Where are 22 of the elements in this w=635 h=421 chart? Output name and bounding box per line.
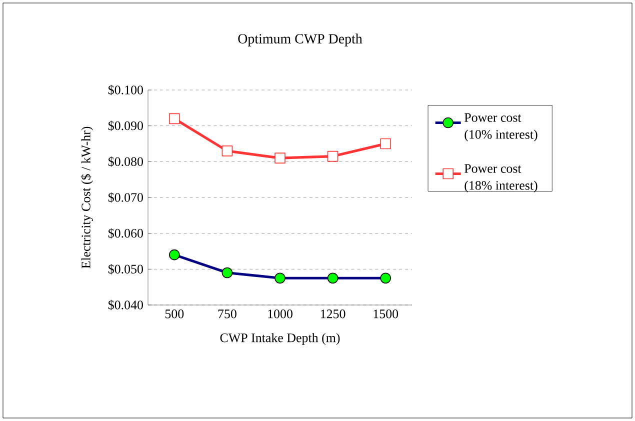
y-tick-label: $0.040 (108, 300, 143, 310)
y-tick-label: $0.080 (108, 156, 143, 167)
x-tick-label: 1500 (374, 310, 398, 318)
y-tick-label: $0.050 (108, 264, 143, 274)
chart-title: Optimum CWP Depth (238, 34, 362, 46)
y-axis-title: Electricity Cost ($ / kW-hr) (80, 126, 94, 268)
point (222, 146, 233, 156)
point (380, 138, 391, 150)
x-tick-label: 750 (218, 310, 236, 318)
legend-label: Power cost (18% interest) (464, 164, 538, 192)
point (274, 152, 286, 164)
y-tick-label: $0.070 (108, 192, 143, 203)
x-tick-label: 1000 (268, 310, 292, 318)
x-tick-label: 1250 (320, 310, 346, 318)
point (327, 150, 338, 162)
y-tick-label: $0.060 (108, 228, 143, 239)
legend-label: Power cost (10% interest) (464, 113, 538, 142)
y-tick-label: $0.090 (108, 120, 143, 132)
y-tick-label: $0.100 (108, 84, 143, 96)
point (169, 113, 180, 124)
x-axis-title: CWP Intake Depth (m) (220, 333, 340, 345)
x-tick-label: 500 (165, 310, 184, 318)
